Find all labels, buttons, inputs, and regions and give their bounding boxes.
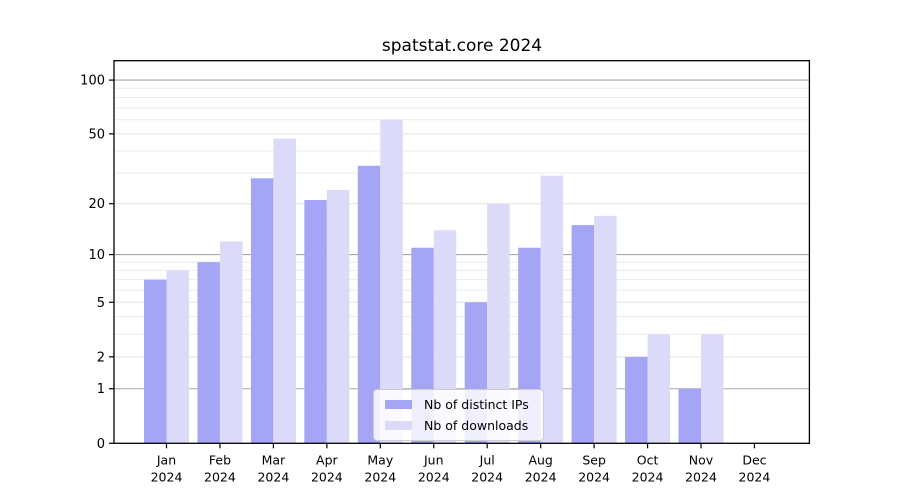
x-tick-label-year-oct-2024: 2024 — [632, 469, 664, 484]
legend-swatch-distinct-ips-icon — [385, 400, 412, 409]
x-tick-label-year-dec-2024: 2024 — [739, 469, 771, 484]
x-tick-label-month-mar-2024: Mar — [262, 452, 286, 467]
y-tick-label-2: 2 — [97, 350, 105, 365]
y-tick-label-20: 20 — [88, 197, 105, 212]
bar-nb-of-distinct-ips-nov-2024 — [678, 388, 701, 444]
legend-swatch-downloads-icon — [385, 421, 412, 430]
x-tick-label-year-jan-2024: 2024 — [151, 469, 183, 484]
x-tick-label-year-apr-2024: 2024 — [311, 469, 343, 484]
bar-nb-of-distinct-ips-jan-2024 — [144, 279, 167, 444]
bar-nb-of-downloads-jul-2024 — [487, 203, 510, 444]
bar-nb-of-distinct-ips-feb-2024 — [197, 262, 220, 444]
bar-nb-of-downloads-nov-2024 — [701, 334, 724, 444]
x-tick-label-month-apr-2024: Apr — [316, 452, 338, 467]
bar-nb-of-distinct-ips-oct-2024 — [625, 356, 648, 444]
x-tick-label-year-nov-2024: 2024 — [685, 469, 717, 484]
bar-nb-of-downloads-may-2024 — [380, 119, 403, 444]
x-tick-label-year-sep-2024: 2024 — [578, 469, 610, 484]
bar-nb-of-downloads-oct-2024 — [647, 334, 671, 444]
bar-nb-of-downloads-feb-2024 — [219, 241, 243, 444]
bar-nb-of-downloads-aug-2024 — [540, 175, 564, 444]
bar-nb-of-distinct-ips-may-2024 — [357, 165, 381, 444]
x-tick-label-year-mar-2024: 2024 — [257, 469, 289, 484]
y-tick-label-10: 10 — [88, 248, 105, 263]
x-tick-label-month-aug-2024: Aug — [528, 452, 552, 467]
bar-nb-of-distinct-ips-apr-2024 — [304, 200, 327, 444]
y-tick-label-100: 100 — [80, 74, 105, 89]
x-tick-label-year-may-2024: 2024 — [364, 469, 396, 484]
x-tick-label-year-jul-2024: 2024 — [471, 469, 503, 484]
x-tick-label-month-may-2024: May — [367, 452, 393, 467]
legend-item-distinct-ips: Nb of distinct IPs — [385, 397, 533, 412]
legend-item-downloads: Nb of downloads — [385, 418, 533, 433]
x-tick-label-month-dec-2024: Dec — [742, 452, 766, 467]
bar-nb-of-downloads-mar-2024 — [273, 138, 296, 444]
legend: Nb of distinct IPs Nb of downloads — [373, 389, 544, 441]
x-tick-label-month-jul-2024: Jul — [479, 452, 495, 467]
x-tick-label-month-sep-2024: Sep — [582, 452, 606, 467]
x-tick-label-month-jun-2024: Jun — [423, 452, 444, 467]
y-tick-label-0: 0 — [97, 437, 105, 452]
legend-label-distinct-ips: Nb of distinct IPs — [424, 397, 529, 412]
y-tick-label-5: 5 — [97, 296, 105, 311]
x-tick-label-year-aug-2024: 2024 — [525, 469, 557, 484]
x-tick-label-month-jan-2024: Jan — [156, 452, 176, 467]
plot-border — [113, 60, 811, 444]
x-tick-label-month-oct-2024: Oct — [637, 452, 659, 467]
bar-nb-of-downloads-sep-2024 — [594, 215, 617, 444]
x-tick-label-month-feb-2024: Feb — [209, 452, 231, 467]
y-tick-label-50: 50 — [88, 127, 105, 142]
x-tick-label-year-feb-2024: 2024 — [204, 469, 236, 484]
x-tick-label-year-jun-2024: 2024 — [418, 469, 450, 484]
bar-nb-of-downloads-apr-2024 — [326, 189, 350, 444]
legend-label-downloads: Nb of downloads — [424, 418, 529, 433]
y-tick-label-1: 1 — [97, 382, 105, 397]
chart-title: spatstat.core 2024 — [381, 36, 543, 56]
bar-nb-of-distinct-ips-sep-2024 — [571, 225, 595, 444]
bar-nb-of-downloads-jan-2024 — [166, 270, 189, 444]
bar-nb-of-distinct-ips-mar-2024 — [250, 178, 274, 444]
x-tick-label-month-nov-2024: Nov — [689, 452, 714, 467]
